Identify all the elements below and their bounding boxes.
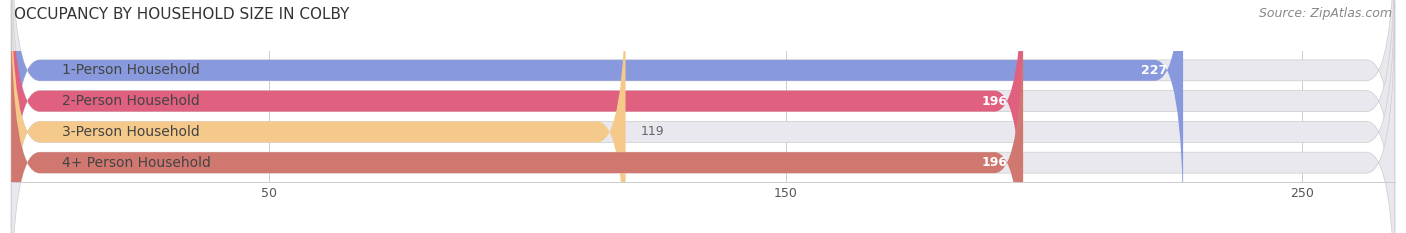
Text: 4+ Person Household: 4+ Person Household [62, 156, 211, 170]
FancyBboxPatch shape [11, 0, 1395, 229]
FancyBboxPatch shape [11, 0, 1024, 233]
Text: OCCUPANCY BY HOUSEHOLD SIZE IN COLBY: OCCUPANCY BY HOUSEHOLD SIZE IN COLBY [14, 7, 350, 22]
FancyBboxPatch shape [11, 4, 1395, 233]
Text: 3-Person Household: 3-Person Household [62, 125, 200, 139]
Text: 119: 119 [641, 125, 665, 138]
FancyBboxPatch shape [11, 4, 1024, 233]
Text: 1-Person Household: 1-Person Household [62, 63, 200, 77]
Text: 196: 196 [981, 156, 1008, 169]
FancyBboxPatch shape [11, 0, 1182, 229]
FancyBboxPatch shape [11, 0, 1395, 233]
FancyBboxPatch shape [11, 0, 1395, 233]
FancyBboxPatch shape [11, 0, 626, 233]
Text: 227: 227 [1142, 64, 1167, 77]
Text: Source: ZipAtlas.com: Source: ZipAtlas.com [1258, 7, 1392, 20]
Text: 2-Person Household: 2-Person Household [62, 94, 200, 108]
Text: 196: 196 [981, 95, 1008, 108]
